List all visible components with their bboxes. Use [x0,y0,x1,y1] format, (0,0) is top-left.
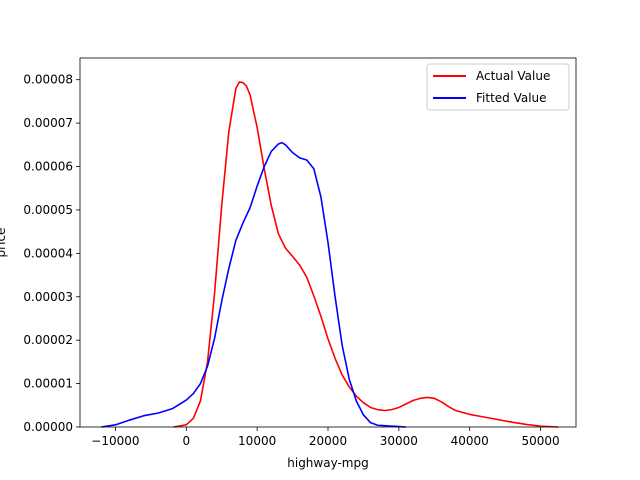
y-tick-label: 0.00001 [23,377,73,391]
y-tick-label: 0.00004 [23,246,73,260]
y-tick-label: 0.00006 [23,160,73,174]
x-axis-label: highway-mpg [287,456,368,470]
x-tick-label: 20000 [309,434,347,448]
x-tick-label: 40000 [451,434,489,448]
x-tick-label: 30000 [380,434,418,448]
plot-lines [101,81,559,428]
x-tick-label: −10000 [91,434,139,448]
series-line-fitted-value [101,141,406,428]
x-axis: −10000 0 10000 20000 30000 40000 50000 [91,427,560,448]
x-tick-label: 10000 [238,434,276,448]
y-tick-label: 0.00005 [23,203,73,217]
y-tick-label: 0.00002 [23,333,73,347]
legend-label-actual-value: Actual Value [476,69,550,83]
legend: Actual Value Fitted Value [426,63,570,111]
x-tick-label: 0 [182,434,190,448]
y-tick-label: 0.00007 [23,116,73,130]
plot-frame [79,57,577,428]
y-tick-label: 0.00008 [23,73,73,87]
x-tick-label: 50000 [521,434,559,448]
legend-label-fitted-value: Fitted Value [476,91,547,105]
y-tick-label: 0.00000 [23,420,73,434]
y-tick-label: 0.00003 [23,290,73,304]
y-axis-label: price [0,228,8,258]
y-axis: 0.00000 0.00001 0.00002 0.00003 0.00004 0.000… [23,73,80,434]
series-line-actual-value [173,81,559,428]
